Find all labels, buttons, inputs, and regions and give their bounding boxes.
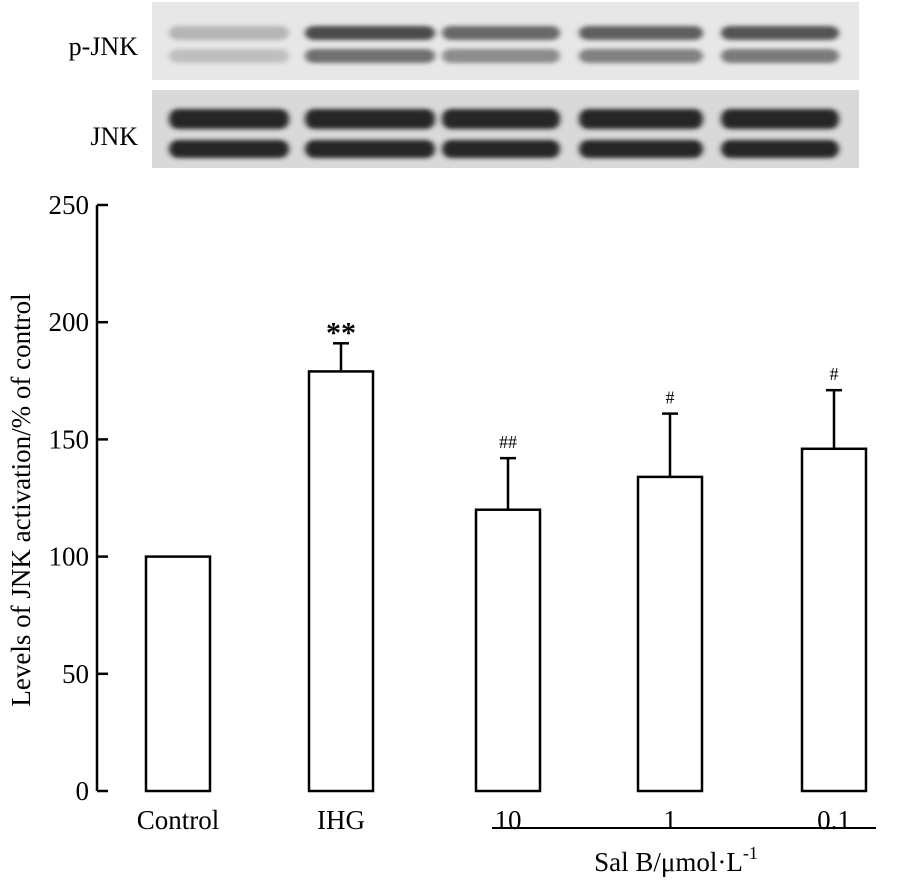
blot-band-lower <box>721 49 839 63</box>
x-tick-label: IHG <box>317 805 365 835</box>
blot-band-upper <box>305 109 435 129</box>
blot-band-upper <box>169 109 289 129</box>
blot-band-lower <box>442 140 560 158</box>
significance-marker: # <box>830 364 839 384</box>
y-tick-label: 100 <box>49 542 90 572</box>
y-axis-label: Levels of JNK activation/% of control <box>6 293 36 706</box>
blot-band-upper <box>442 26 560 40</box>
bar-0.1 <box>800 447 868 793</box>
bar-Control <box>144 555 212 793</box>
significance-marker: ## <box>499 432 517 452</box>
blot-band-lower <box>305 140 435 158</box>
blot-band-lower <box>305 49 435 63</box>
blot-band-lower <box>579 49 703 63</box>
x-axis-labels: Control IHG 10 1 0.1 <box>137 805 851 835</box>
bar-10 <box>474 508 542 793</box>
bar-IHG <box>307 370 375 793</box>
blot-band-lower <box>442 49 560 63</box>
blot-band-lower <box>579 140 703 158</box>
group-label: Sal B/μmol·L-1 <box>594 843 758 877</box>
blot-panel-jnk <box>152 90 859 168</box>
y-tick-label: 200 <box>49 307 90 337</box>
x-tick-label: 10 <box>495 805 522 835</box>
blot-panel-p-jnk <box>152 2 859 80</box>
x-tick-label: Control <box>137 805 220 835</box>
blot-band-upper <box>579 26 703 40</box>
x-tick-label: 1 <box>663 805 677 835</box>
y-tick-label: 0 <box>76 776 90 806</box>
y-axis: 0 50 100 150 200 250 <box>49 190 108 806</box>
blot-band-lower <box>721 140 839 158</box>
blot-band-lower <box>169 140 289 158</box>
blot-band-upper <box>169 26 289 40</box>
x-tick-label: 0.1 <box>817 805 851 835</box>
group-label-text: Sal B/μmol·L <box>594 847 743 877</box>
significance-marker: # <box>666 388 675 408</box>
blot-bands <box>169 26 839 63</box>
blot-band-upper <box>305 26 435 40</box>
blot-band-lower <box>169 49 289 63</box>
blot-label-p-jnk: p-JNK <box>69 32 139 61</box>
y-tick-label: 150 <box>49 424 90 454</box>
blot-bands <box>169 109 839 158</box>
blot-band-upper <box>721 26 839 40</box>
significance-marker: ** <box>326 316 356 349</box>
bar-1 <box>636 475 704 793</box>
blot-band-upper <box>721 109 839 129</box>
blot-label-jnk: JNK <box>90 122 138 151</box>
group-label-superscript: -1 <box>743 843 758 863</box>
bars: **#### <box>144 316 868 793</box>
blot-band-upper <box>579 109 703 129</box>
blot-background <box>152 2 859 80</box>
y-tick-label: 50 <box>62 659 89 689</box>
blot-band-upper <box>442 109 560 129</box>
y-tick-label: 250 <box>49 190 90 220</box>
